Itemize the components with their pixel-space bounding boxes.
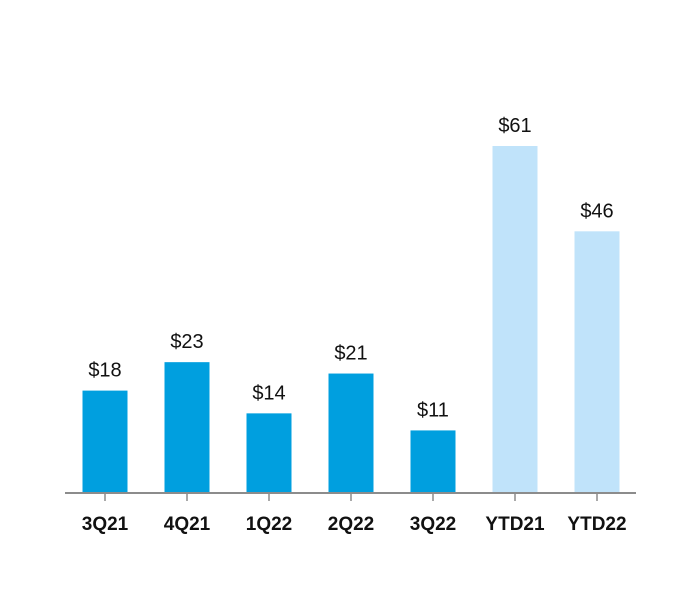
data-label: $14 — [252, 382, 285, 404]
data-label: $18 — [88, 360, 121, 382]
data-label: $61 — [498, 115, 531, 137]
data-label: $11 — [417, 399, 449, 421]
bar-ytd22 — [574, 231, 620, 493]
x-tick-label: 3Q21 — [82, 514, 129, 535]
x-tick-label: 4Q21 — [164, 514, 211, 535]
data-label: $46 — [580, 200, 613, 222]
data-label: $21 — [334, 343, 367, 365]
bar-ytd21 — [492, 146, 538, 493]
x-tick-label: 1Q22 — [246, 514, 292, 535]
bar-3q21 — [82, 390, 128, 493]
x-tick-label: YTD22 — [567, 514, 626, 535]
bar-4q21 — [164, 362, 210, 493]
x-tick-label: 3Q22 — [410, 514, 456, 535]
data-label: $23 — [170, 331, 203, 353]
x-tick-label: 2Q22 — [328, 514, 374, 535]
bar-1q22 — [246, 413, 292, 493]
bar-2q22 — [328, 373, 374, 493]
x-tick-label: YTD21 — [485, 514, 545, 535]
bar-3q22 — [410, 430, 456, 493]
